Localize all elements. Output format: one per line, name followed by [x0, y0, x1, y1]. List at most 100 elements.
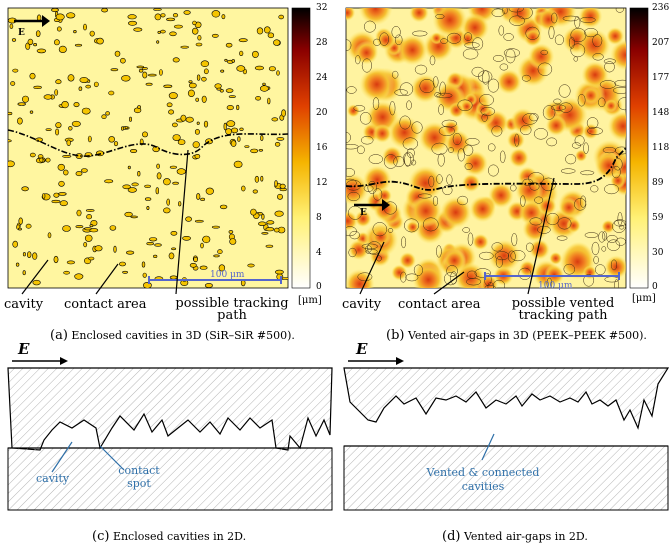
air-gap-blob	[566, 218, 581, 233]
air-gap-blob	[475, 101, 491, 116]
caption-d: (d) Vented air-gaps in 2D.	[442, 530, 588, 544]
contact-spot	[238, 38, 248, 43]
contour-line	[406, 100, 412, 110]
contact-spot	[172, 181, 179, 185]
contact-spot	[120, 57, 126, 64]
air-gap-blob	[418, 121, 451, 154]
air-gap-blob	[519, 260, 536, 278]
caption-b: (b) Vented air-gaps in 3D (PEEK–PEEK #50…	[386, 329, 647, 343]
air-gap-blob	[448, 102, 465, 119]
contact-spot	[144, 197, 152, 201]
label-contact-area-a: contact area	[64, 297, 147, 312]
contour-line	[560, 168, 576, 174]
contour-line	[540, 49, 548, 56]
air-gap-blob	[472, 233, 489, 251]
contact-spot	[124, 211, 133, 217]
air-gap-blob	[354, 40, 379, 65]
contact-spot	[63, 169, 69, 176]
contact-spot	[155, 187, 160, 195]
contour-line	[613, 86, 626, 94]
contact-spot	[223, 122, 227, 131]
contact-spot	[74, 273, 84, 280]
contour-line	[428, 175, 435, 188]
contour-line	[598, 231, 606, 243]
label-tracking-path-b: possible vented tracking path	[511, 296, 615, 323]
air-gap-blob	[607, 110, 626, 142]
contact-spot	[204, 283, 213, 288]
contact-spot	[67, 74, 75, 82]
air-gap-blob	[359, 67, 395, 102]
contact-spot	[55, 122, 62, 129]
air-gap-blob	[439, 196, 472, 229]
contact-spot	[33, 85, 42, 89]
contact-spot	[205, 187, 214, 195]
contact-spot	[228, 230, 234, 234]
contact-spot	[86, 214, 92, 220]
label-cavity-b: cavity	[342, 297, 382, 312]
contour-line	[441, 119, 457, 128]
contact-spot	[158, 69, 163, 76]
colorbar-a-tick: 0	[316, 282, 322, 292]
contour-line	[432, 76, 439, 88]
contact-spot	[278, 14, 285, 20]
contour-line	[494, 251, 510, 261]
contour-line	[434, 92, 441, 98]
contact-spot	[138, 68, 144, 73]
air-gap-blob	[454, 262, 486, 288]
contact-spot	[73, 102, 80, 108]
contour-line	[488, 164, 499, 177]
contour-line	[525, 26, 540, 40]
caption-d-letter: (d)	[442, 529, 461, 544]
contour-line	[577, 93, 586, 107]
contour-line	[491, 242, 504, 252]
label-cavity-c: cavity	[36, 472, 70, 485]
contact-spot	[136, 65, 145, 69]
contour-line	[438, 104, 444, 115]
contact-spot	[261, 213, 265, 220]
contact-spot	[62, 154, 72, 158]
contour-line	[346, 86, 357, 94]
contact-spot	[83, 23, 88, 31]
contact-spot	[75, 171, 83, 177]
contact-spot	[8, 160, 15, 168]
contour-line	[383, 154, 398, 169]
contour-line	[529, 113, 539, 122]
contact-spot	[57, 163, 65, 171]
caption-a-text: Enclosed cavities in 3D (SiR–SiR #500).	[71, 329, 295, 342]
contact-spot	[17, 227, 22, 231]
contact-spot	[124, 126, 129, 130]
contour-line	[359, 112, 372, 125]
contact-spot	[33, 42, 38, 47]
contour-line	[559, 102, 573, 113]
contour-line	[522, 113, 538, 125]
contour-line	[452, 132, 462, 146]
contour-line	[405, 273, 419, 282]
contact-spot	[229, 238, 237, 245]
air-gap-blob	[529, 239, 550, 260]
air-gap-blob	[430, 32, 443, 45]
contour-line	[446, 174, 453, 185]
contour-line	[387, 228, 394, 233]
contact-spot	[273, 39, 281, 46]
contour-line	[574, 198, 587, 211]
contour-line	[529, 217, 543, 226]
caption-c-letter: (c)	[92, 529, 110, 544]
contour-line	[394, 89, 408, 96]
contact-spot	[63, 270, 70, 275]
contact-spot	[193, 256, 198, 263]
contour-line	[353, 105, 366, 112]
contour-line	[436, 92, 453, 99]
contour-line	[580, 195, 587, 208]
contact-spot	[172, 57, 180, 63]
contact-spot	[93, 81, 99, 88]
contact-spot	[183, 10, 191, 15]
contact-spot	[51, 199, 61, 204]
contact-spot	[225, 88, 234, 93]
contour-line	[379, 32, 390, 46]
contour-line	[599, 80, 617, 89]
field-arrow-icon	[14, 15, 50, 27]
contour-line	[394, 34, 403, 46]
contact-spot	[187, 89, 195, 98]
contact-spot	[274, 180, 278, 187]
contour-line	[457, 195, 469, 206]
